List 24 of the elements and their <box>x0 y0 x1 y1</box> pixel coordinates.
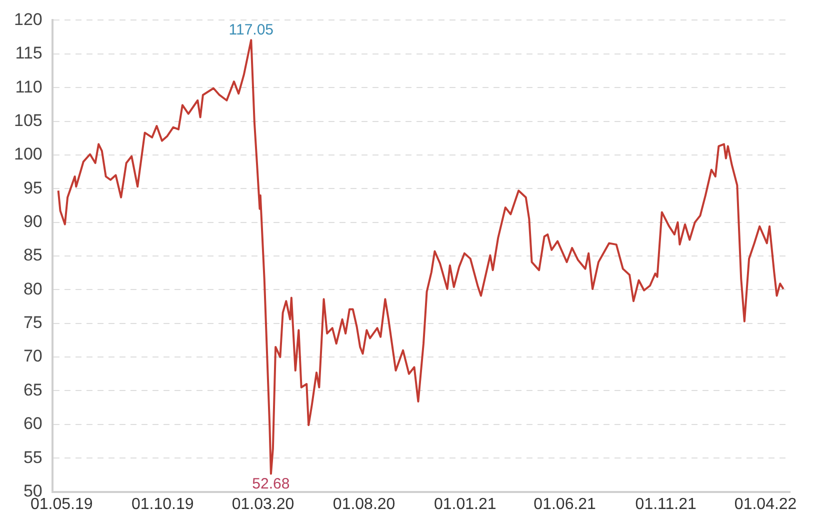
x-tick-label: 01.08.20 <box>332 496 396 513</box>
y-tick-label: 70 <box>23 346 42 366</box>
x-tick-label: 01.03.20 <box>232 496 294 513</box>
y-tick-label: 105 <box>14 110 42 130</box>
x-tick-label: 01.04.22 <box>734 496 797 513</box>
y-tick-label: 65 <box>23 380 42 400</box>
annotation: 117.05 <box>228 22 274 39</box>
y-tick-label: 120 <box>14 10 42 29</box>
y-tick-label: 110 <box>15 77 42 96</box>
y-tick-label: 90 <box>23 212 42 231</box>
y-tick-label: 55 <box>23 448 42 467</box>
x-tick-label: 01.05.19 <box>30 496 93 513</box>
y-tick-label: 95 <box>23 178 42 198</box>
annotation: 52.68 <box>252 475 290 492</box>
y-tick-label: 115 <box>15 44 42 63</box>
y-tick-label: 100 <box>14 144 42 164</box>
x-tick-label: 01.06.21 <box>534 496 596 513</box>
y-tick-label: 75 <box>23 313 42 332</box>
x-tick-label: 01.10.19 <box>132 496 194 513</box>
y-tick-label: 80 <box>23 279 42 298</box>
y-tick-label: 60 <box>23 414 42 434</box>
x-tick-label: 01.01.21 <box>434 496 496 513</box>
x-tick-label: 01.11.21 <box>635 496 696 513</box>
y-tick-label: 85 <box>23 246 42 265</box>
